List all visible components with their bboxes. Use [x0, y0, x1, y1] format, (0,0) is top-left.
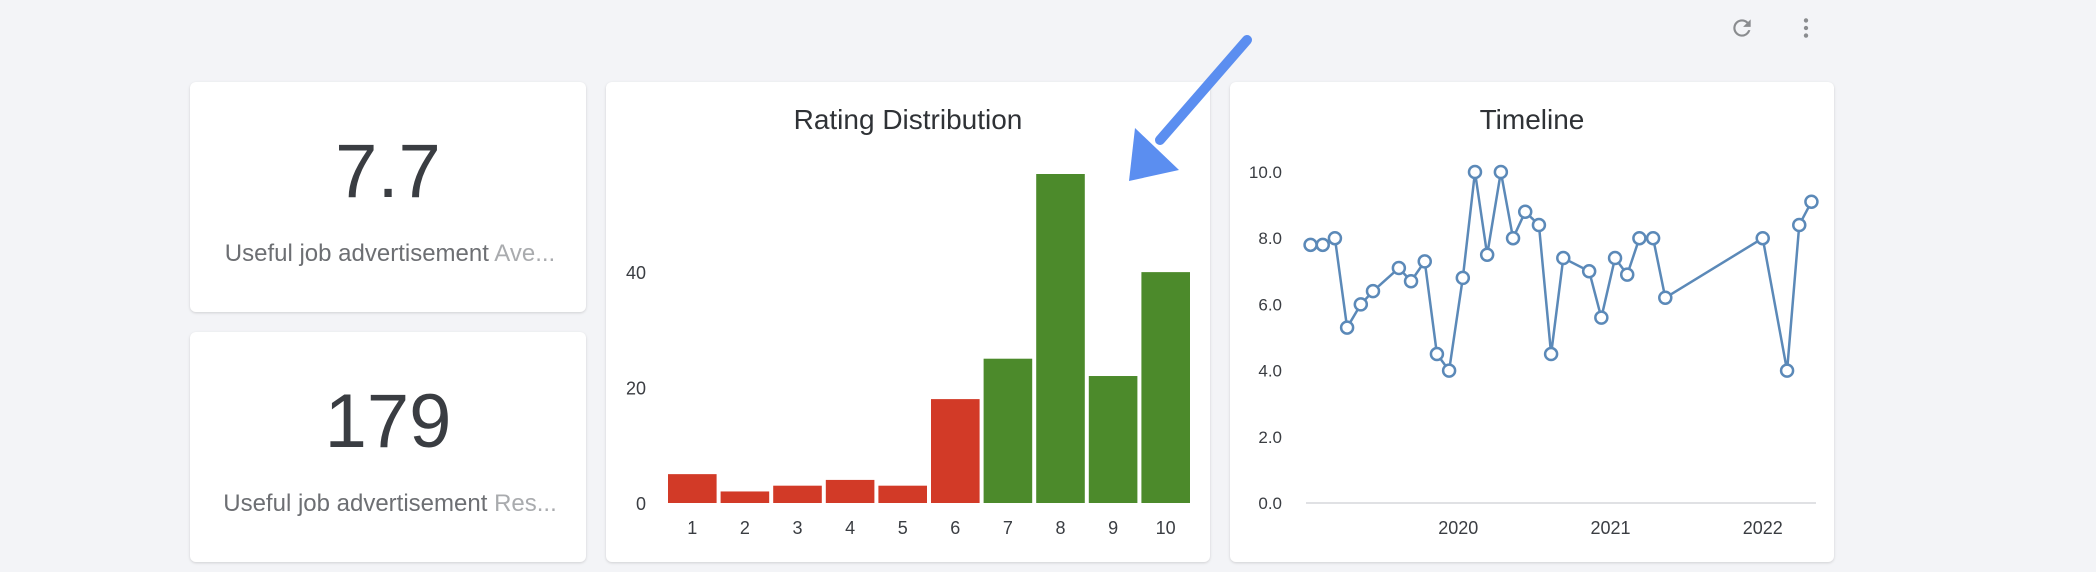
bar-10[interactable] — [1141, 272, 1190, 503]
rating-distribution-card: Rating Distribution 0 20 40 1 2 3 4 5 6 7 8 9 10 — [606, 82, 1210, 562]
data-point[interactable] — [1755, 230, 1770, 246]
data-point[interactable] — [1543, 346, 1559, 362]
kpi-card-average: 7.7 Useful job advertisement Ave... — [190, 82, 586, 312]
timeline-card: Timeline 0.0 2.0 4.0 6.0 8.0 10.0 2020 2021 2022 — [1230, 82, 1834, 562]
data-point[interactable] — [1353, 297, 1369, 312]
data-point[interactable] — [1327, 230, 1343, 246]
data-point[interactable] — [1365, 283, 1381, 299]
data-point[interactable] — [1315, 237, 1330, 253]
data-point[interactable] — [1455, 270, 1471, 286]
kpi-value: 7.7 — [335, 129, 441, 214]
y-tick-label: 6.0 — [1258, 295, 1282, 314]
data-point[interactable] — [1517, 204, 1533, 219]
kpi-label: Useful job advertisement Res... — [214, 490, 566, 518]
data-point[interactable] — [1339, 320, 1355, 335]
data-point[interactable] — [1658, 290, 1673, 306]
bar-2[interactable] — [720, 491, 770, 503]
x-tick-label: 9 — [1108, 518, 1118, 538]
data-point[interactable] — [1594, 310, 1609, 325]
data-point[interactable] — [1619, 267, 1635, 282]
kpi-card-responses: 179 Useful job advertisement Res... — [190, 332, 586, 562]
bar-9[interactable] — [1088, 376, 1138, 503]
data-point[interactable] — [1493, 164, 1509, 180]
kpi-label-sub: Res... — [494, 490, 557, 517]
data-point[interactable] — [1779, 363, 1795, 378]
data-point[interactable] — [1403, 273, 1419, 289]
refresh-icon[interactable] — [1726, 12, 1758, 44]
y-tick-label: 0.0 — [1258, 494, 1282, 513]
data-point[interactable] — [1303, 237, 1318, 253]
x-tick-label: 3 — [792, 518, 802, 538]
series-line — [1310, 170, 1813, 372]
bar-5[interactable] — [878, 485, 927, 503]
data-point[interactable] — [1531, 217, 1547, 233]
line-chart: 0.0 2.0 4.0 6.0 8.0 10.0 2020 2021 2022 — [1249, 163, 1819, 538]
data-point[interactable] — [1391, 260, 1407, 276]
x-tick-label: 2021 — [1590, 518, 1630, 538]
y-tick-label: 10.0 — [1249, 163, 1282, 182]
x-tick-label: 2020 — [1438, 518, 1478, 538]
bar-1[interactable] — [668, 474, 717, 503]
data-point[interactable] — [1581, 264, 1597, 279]
x-tick-label: 5 — [898, 518, 908, 538]
x-tick-label: 7 — [1003, 518, 1013, 538]
data-point[interactable] — [1792, 217, 1807, 233]
kpi-label-main: Useful job advertisement — [224, 240, 489, 267]
data-point[interactable] — [1505, 230, 1521, 246]
x-tick-label: 6 — [950, 518, 960, 538]
chart-title: Timeline — [1479, 104, 1585, 135]
data-point[interactable] — [1429, 346, 1445, 362]
kpi-label: Useful job advertisement Ave... — [214, 240, 566, 268]
data-point[interactable] — [1441, 363, 1457, 378]
bar-8[interactable] — [1036, 174, 1085, 503]
y-tick-label: 0 — [636, 494, 646, 514]
y-tick-label: 40 — [626, 263, 646, 283]
x-tick-label: 10 — [1156, 518, 1176, 538]
data-point[interactable] — [1804, 194, 1819, 210]
x-tick-label: 4 — [845, 518, 855, 538]
x-tick-label: 2 — [740, 518, 750, 538]
x-tick-label: 1 — [687, 518, 697, 538]
more-vert-icon[interactable] — [1790, 12, 1822, 44]
y-tick-label: 4.0 — [1258, 362, 1282, 381]
kpi-label-sub: Ave... — [494, 240, 556, 267]
kpi-value: 179 — [324, 379, 452, 464]
y-tick-label: 2.0 — [1258, 428, 1282, 447]
bar-chart: 0 20 40 1 2 3 4 5 6 7 8 9 10 — [626, 174, 1190, 538]
kpi-label-main: Useful job advertisement — [223, 490, 488, 517]
bar-3[interactable] — [773, 485, 822, 503]
y-tick-label: 20 — [626, 379, 646, 399]
data-point[interactable] — [1467, 164, 1483, 180]
y-tick-label: 8.0 — [1258, 229, 1282, 248]
bar-4[interactable] — [825, 479, 875, 503]
data-point[interactable] — [1607, 250, 1623, 266]
x-tick-label: 8 — [1055, 518, 1065, 538]
chart-title: Rating Distribution — [793, 104, 1023, 135]
data-point[interactable] — [1632, 230, 1647, 246]
data-point[interactable] — [1417, 254, 1432, 269]
bar-7[interactable] — [983, 358, 1033, 503]
bar-6[interactable] — [931, 399, 980, 503]
x-tick-label: 2022 — [1743, 518, 1783, 538]
data-point[interactable] — [1645, 230, 1661, 246]
data-point[interactable] — [1556, 250, 1571, 266]
data-point[interactable] — [1479, 247, 1495, 262]
